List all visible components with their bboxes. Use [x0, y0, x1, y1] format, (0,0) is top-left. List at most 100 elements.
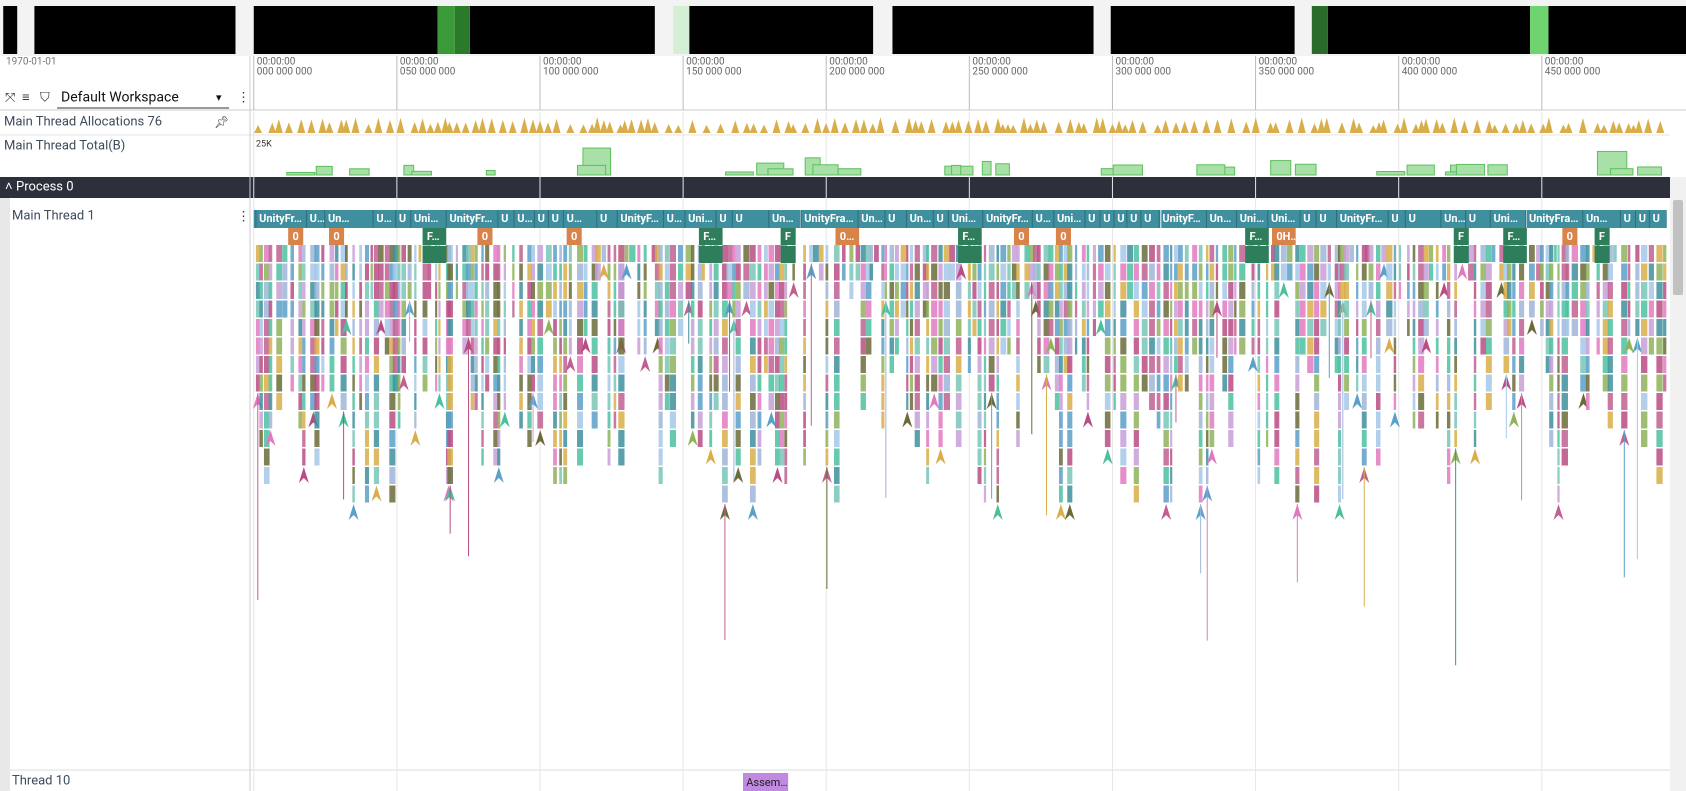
flame-slice [503, 282, 506, 299]
flame-slice [967, 337, 971, 355]
flame-slice [1228, 337, 1234, 355]
workspace-select[interactable] [57, 87, 229, 108]
flame-slice [1627, 319, 1631, 336]
flame-slice [803, 374, 806, 392]
flame-arrow [1055, 504, 1066, 520]
flame-slice [276, 263, 283, 281]
alloc-marker [1121, 124, 1130, 133]
flame-slice [1375, 374, 1381, 392]
alloc-marker [1644, 118, 1653, 133]
alloc-marker [1615, 122, 1624, 133]
flame-slice [1133, 485, 1139, 503]
flame-slice [664, 282, 670, 299]
flame-slice [1257, 263, 1261, 281]
process-header[interactable] [0, 177, 1670, 198]
flame-arrow [543, 319, 554, 335]
flame-slice [1067, 393, 1073, 410]
flame-slice [1473, 411, 1477, 429]
sub-slice-label: 0… [840, 230, 854, 243]
flame-slice [1058, 374, 1063, 392]
flame-slice [591, 374, 598, 392]
flame-slice [407, 263, 412, 281]
flame-slice [474, 356, 478, 373]
flame-slice [527, 393, 532, 410]
sub-slice-label: F [1458, 230, 1464, 243]
flame-slice [637, 282, 641, 299]
flame-slice [1043, 263, 1050, 281]
total-bar [1487, 164, 1508, 176]
flame-slice [1141, 356, 1148, 373]
flame-slice [1554, 245, 1557, 262]
flame-slice [1640, 300, 1648, 318]
flame-arrow [326, 393, 337, 409]
process-chevron[interactable]: ˄ [5, 179, 13, 194]
flame-slice [364, 430, 370, 447]
flame-slice [1120, 411, 1127, 429]
alloc-marker [1393, 123, 1402, 133]
flame-arrow [348, 504, 359, 520]
alloc-marker [1450, 117, 1459, 133]
flame-slice [949, 245, 955, 262]
flame-slice [1058, 430, 1063, 447]
flame-slice [1446, 393, 1451, 410]
flame-slice [931, 245, 938, 262]
flame-slice [926, 411, 930, 429]
sub-slice [835, 228, 860, 245]
flame-slice [1485, 282, 1492, 299]
flame-slice [545, 245, 552, 262]
flame-slice [1337, 300, 1342, 318]
list-icon[interactable]: ≡ [22, 90, 30, 105]
alloc-marker [1079, 123, 1088, 133]
flame-slice [314, 393, 320, 410]
menu-icon[interactable]: ⋮ [237, 90, 250, 105]
flame-slice [1007, 245, 1011, 262]
flame-slice [768, 263, 775, 281]
flame-slice [1635, 245, 1640, 262]
flame-slice [749, 282, 756, 299]
flame-slice [1423, 282, 1429, 299]
flame-slice [1239, 300, 1246, 318]
flame-slice [996, 300, 1000, 318]
flame-slice [1337, 245, 1342, 262]
flame-slice [263, 430, 270, 447]
flame-slice [497, 356, 501, 373]
flame-slice [282, 282, 288, 299]
flame-slice [967, 300, 971, 318]
flame-slice [577, 245, 583, 262]
flame-slice [384, 337, 390, 355]
flame-slice [983, 467, 987, 484]
filter-icon[interactable]: ⛉ [40, 90, 50, 105]
flame-slice [503, 263, 506, 281]
flame-slice [470, 374, 475, 392]
flame-slice [497, 282, 501, 299]
select-arrow[interactable]: ▾ [216, 91, 222, 104]
collapse-icon[interactable]: ⤧ [5, 90, 16, 105]
flame-slice [722, 356, 728, 373]
flame-slice [577, 356, 583, 373]
flame-slice [607, 374, 611, 392]
flame-slice [1058, 411, 1063, 429]
flame-slice [1063, 282, 1070, 299]
flame-slice [1446, 448, 1451, 466]
flame-slice [1446, 337, 1451, 355]
sub-slice [1594, 228, 1610, 245]
flame-slice [1571, 245, 1579, 262]
menu-icon[interactable]: ⋮ [237, 209, 250, 224]
scroll-thumb[interactable] [1673, 200, 1683, 295]
flame-arrow [265, 430, 276, 446]
flame-slice [1265, 319, 1269, 336]
flame-slice [1314, 245, 1320, 262]
scrollbar[interactable] [1670, 177, 1686, 791]
slice-label: U… [376, 212, 391, 225]
flame-slice [422, 263, 428, 281]
flame-slice [996, 319, 1000, 336]
flame-slice [1265, 411, 1269, 429]
flame-slice [996, 485, 1000, 503]
flame-slice [1170, 356, 1173, 373]
flame-slice [1156, 337, 1161, 355]
flame-slice [314, 245, 320, 262]
pin-icon[interactable]: 📌︎ [214, 115, 229, 129]
workspace-name[interactable]: Default Workspace [61, 90, 179, 106]
sub-slice [1245, 246, 1269, 263]
flame-slice [314, 356, 320, 373]
